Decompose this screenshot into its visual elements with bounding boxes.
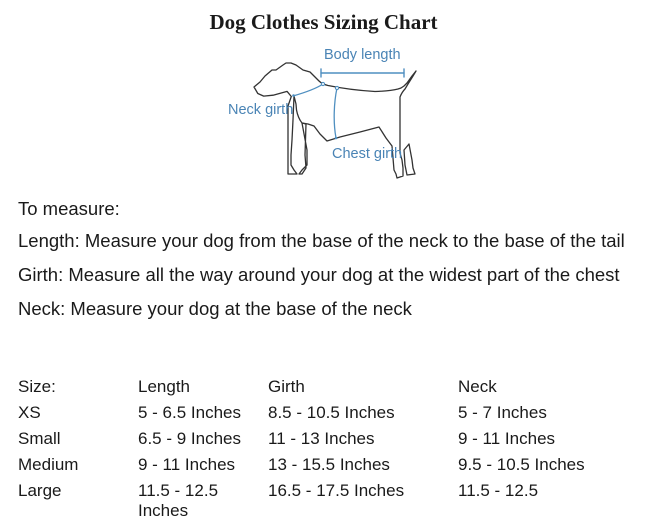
svg-text:Body length: Body length bbox=[324, 47, 401, 63]
svg-text:Neck girth: Neck girth bbox=[228, 102, 293, 118]
svg-text:Chest girth: Chest girth bbox=[332, 146, 402, 162]
